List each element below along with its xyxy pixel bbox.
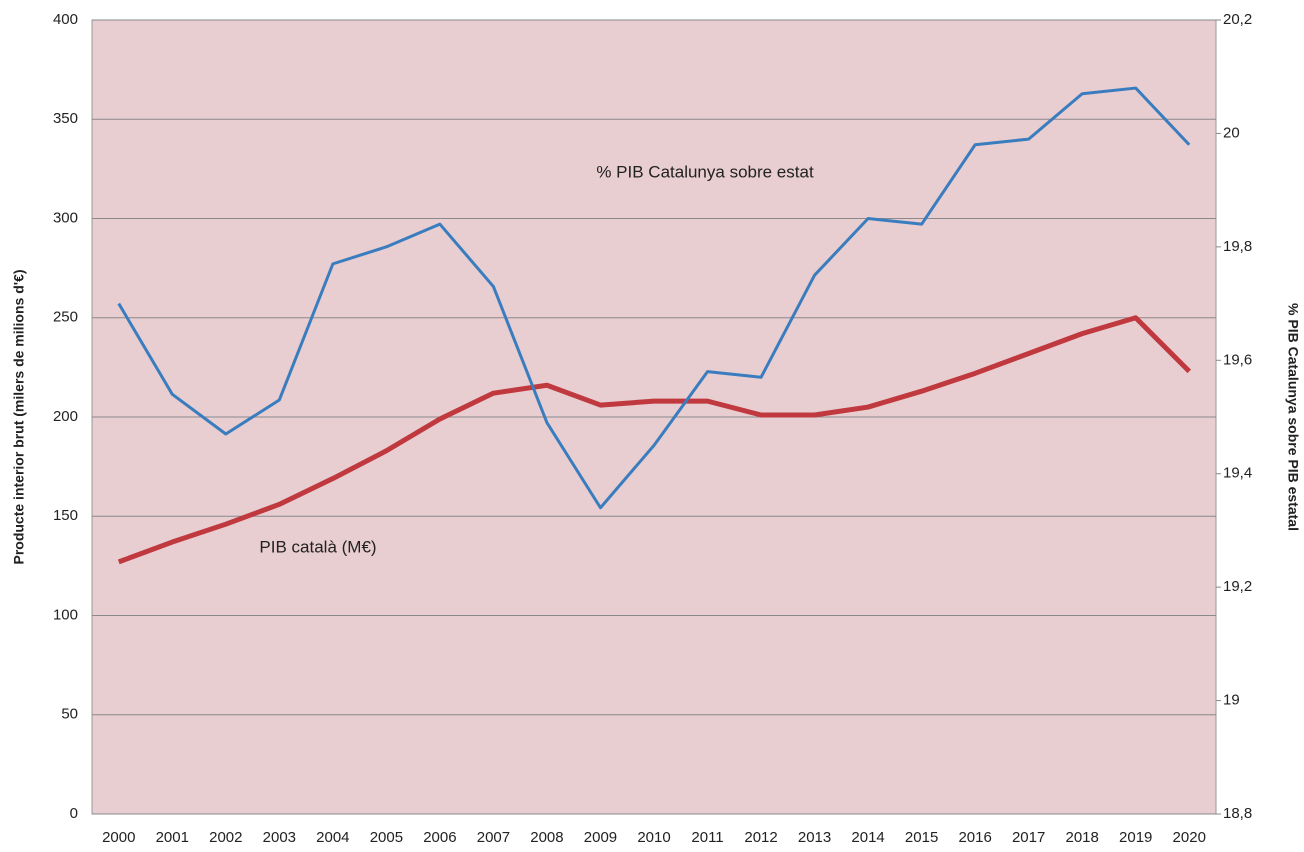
x-tick-label: 2005 — [370, 829, 403, 846]
x-tick-label: 2008 — [530, 829, 563, 846]
y2-tick-label: 19,8 — [1223, 238, 1252, 255]
y2-tick-label: 20,2 — [1223, 11, 1252, 28]
x-tick-label: 2003 — [263, 829, 296, 846]
x-tick-label: 2018 — [1066, 829, 1099, 846]
y-tick-label: 350 — [53, 110, 78, 127]
x-tick-label: 2007 — [477, 829, 510, 846]
x-tick-label: 2009 — [584, 829, 617, 846]
x-tick-label: 2012 — [744, 829, 777, 846]
y-tick-label: 0 — [70, 805, 78, 822]
y2-tick-label: 18,8 — [1223, 805, 1252, 822]
x-tick-label: 2014 — [851, 829, 884, 846]
x-tick-label: 2002 — [209, 829, 242, 846]
x-tick-label: 2011 — [691, 829, 723, 846]
x-tick-label: 2010 — [637, 829, 670, 846]
x-tick-label: 2019 — [1119, 829, 1152, 846]
y-tick-label: 50 — [61, 706, 78, 723]
series-line — [117, 86, 1191, 510]
y2-axis-label: % PIB Catalunya sobre PIB estatal — [1285, 303, 1301, 531]
y-tick-label: 200 — [53, 408, 78, 425]
x-tick-label: 2020 — [1173, 829, 1206, 846]
series-line — [117, 315, 1192, 565]
x-tick-label: 2001 — [156, 829, 189, 846]
y-tick-label: 300 — [53, 209, 78, 226]
y2-tick-label: 19,4 — [1223, 465, 1252, 482]
x-tick-label: 2016 — [958, 829, 991, 846]
y-tick-label: 250 — [53, 309, 78, 326]
x-tick-label: 2013 — [798, 829, 831, 846]
y-axis-label: Producte interior brut (milers de milion… — [11, 269, 27, 564]
x-tick-label: 2015 — [905, 829, 938, 846]
y2-tick-label: 20 — [1223, 124, 1240, 141]
x-tick-label: 2006 — [423, 829, 456, 846]
y-tick-label: 100 — [53, 606, 78, 623]
x-tick-label: 2017 — [1012, 829, 1045, 846]
x-tick-label: 2004 — [316, 829, 349, 846]
series-label: % PIB Catalunya sobre estat — [596, 162, 814, 181]
y2-tick-label: 19 — [1223, 692, 1240, 709]
y2-tick-label: 19,2 — [1223, 578, 1252, 595]
y2-tick-label: 19,6 — [1223, 351, 1252, 368]
y-tick-label: 150 — [53, 507, 78, 524]
y-tick-label: 400 — [53, 11, 78, 28]
x-tick-label: 2000 — [102, 829, 135, 846]
series-label: PIB català (M€) — [259, 537, 376, 556]
